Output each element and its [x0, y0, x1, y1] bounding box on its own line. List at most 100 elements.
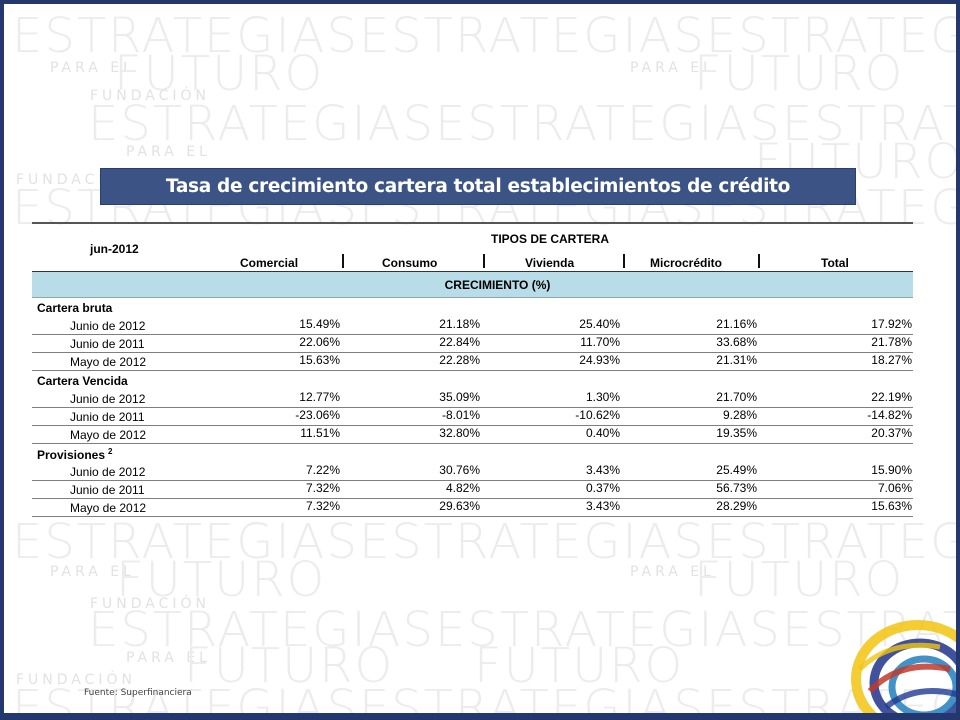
- watermark-text: ESTRATEGIASESTRATEGIASESTRATEGIAS: [12, 680, 960, 720]
- cell-comercial: 22.06%: [299, 335, 340, 349]
- col-header-comercial: Comercial: [240, 256, 299, 270]
- watermark-text: ESTRATEGIASESTRATEGIASESTRATEGIAS: [88, 602, 956, 658]
- header-rule: [32, 271, 913, 272]
- section-title-text: Cartera bruta: [37, 301, 113, 315]
- watermark-text: PARA EL: [630, 564, 715, 580]
- cell-comercial: 11.51%: [300, 426, 340, 440]
- cell-comercial: -23.06%: [295, 408, 340, 422]
- cell-microcredito: 9.28%: [722, 408, 757, 422]
- row-label: Junio de 2012: [70, 465, 146, 479]
- watermark-text: PARA EL: [630, 60, 715, 76]
- cell-comercial: 7.32%: [305, 499, 340, 513]
- row-rule: [32, 498, 913, 499]
- cell-total: 18.27%: [871, 353, 912, 367]
- cell-vivienda: 25.40%: [579, 317, 620, 331]
- cell-total: 15.63%: [871, 499, 912, 513]
- watermark-text: FUTURO: [116, 552, 327, 608]
- watermark-text: FUNDACIÓN: [90, 88, 211, 104]
- row-rule: [32, 516, 913, 517]
- cell-microcredito: 21.31%: [716, 353, 757, 367]
- col-separator: [623, 254, 625, 268]
- cell-vivienda: 3.43%: [585, 499, 620, 513]
- cell-vivienda: 0.40%: [585, 426, 620, 440]
- section-footnote-mark: 2: [108, 447, 113, 456]
- slide-title-bar: Tasa de crecimiento cartera total establ…: [100, 168, 856, 205]
- section-cartera-bruta: Cartera bruta: [32, 301, 913, 317]
- cell-consumo: 35.09%: [439, 390, 480, 404]
- row-rule: [32, 334, 913, 335]
- watermark-text: FUTURO: [694, 552, 905, 608]
- cell-microcredito: 56.73%: [716, 481, 757, 495]
- watermark-text: PARA EL: [50, 564, 135, 580]
- table-row: Junio de 2012 7.22% 30.76% 3.43% 25.49% …: [32, 463, 913, 481]
- row-rule: [32, 425, 913, 426]
- section-title-text: Provisiones: [37, 448, 106, 462]
- cell-vivienda: 0.37%: [585, 481, 620, 495]
- row-label: Junio de 2012: [70, 319, 146, 333]
- row-rule: [32, 352, 913, 353]
- table-date: jun-2012: [90, 242, 139, 256]
- cell-total: -14.82%: [867, 408, 912, 422]
- cell-microcredito: 19.35%: [716, 426, 757, 440]
- cell-total: 7.06%: [877, 481, 912, 495]
- cell-vivienda: 11.70%: [580, 335, 620, 349]
- cell-total: 20.37%: [871, 426, 912, 440]
- watermark-text: PARA EL: [126, 650, 211, 666]
- watermark-text: PARA EL: [50, 60, 135, 76]
- col-separator: [342, 254, 344, 268]
- table-row: Mayo de 2012 7.32% 29.63% 3.43% 28.29% 1…: [32, 499, 913, 517]
- row-label: Mayo de 2012: [70, 501, 147, 515]
- row-label: Junio de 2012: [70, 392, 146, 406]
- table-row: Junio de 2011 -23.06% -8.01% -10.62% 9.2…: [32, 408, 913, 426]
- watermark-text: PARA EL: [126, 144, 211, 160]
- cell-microcredito: 28.29%: [716, 499, 757, 513]
- cell-microcredito: 25.49%: [716, 463, 757, 477]
- fundacion-logo-icon: [851, 620, 956, 713]
- cell-microcredito: 21.70%: [716, 390, 757, 404]
- cell-microcredito: 21.16%: [716, 317, 757, 331]
- col-header-vivienda: Vivienda: [525, 256, 575, 270]
- cell-comercial: 12.77%: [299, 390, 340, 404]
- col-separator: [483, 254, 485, 268]
- row-label: Junio de 2011: [70, 483, 145, 497]
- growth-band: CRECIMIENTO (%): [32, 272, 913, 298]
- watermark-text: FUTURO: [114, 46, 325, 102]
- col-separator: [758, 254, 760, 268]
- watermark-text: ESTRATEGIASESTRATEGIASESTRATEGIAS: [12, 8, 960, 64]
- cell-total: 21.78%: [871, 335, 912, 349]
- cell-consumo: 22.84%: [439, 335, 480, 349]
- row-label: Junio de 2011: [70, 337, 145, 351]
- table-row: Junio de 2012 12.77% 35.09% 1.30% 21.70%…: [32, 390, 913, 408]
- watermark-text: ESTRATEGIASESTRATEGIASESTRATEGIAS: [88, 96, 956, 152]
- table-row: Junio de 2011 22.06% 22.84% 11.70% 33.68…: [32, 335, 913, 353]
- table-row: Mayo de 2012 11.51% 32.80% 0.40% 19.35% …: [32, 426, 913, 444]
- table-row: Mayo de 2012 15.63% 22.28% 24.93% 21.31%…: [32, 353, 913, 371]
- cell-vivienda: 1.30%: [585, 390, 620, 404]
- cell-total: 15.90%: [871, 463, 912, 477]
- section-title: Cartera bruta: [37, 301, 112, 315]
- section-title: Provisiones 2: [37, 447, 112, 462]
- cell-consumo: 30.76%: [439, 463, 480, 477]
- watermark-text: FUNDACIÓN: [90, 596, 211, 612]
- table-types-header: TIPOS DE CARTERA: [491, 232, 610, 246]
- table-row: Junio de 2012 15.49% 21.18% 25.40% 21.16…: [32, 317, 913, 335]
- section-title: Cartera Vencida: [37, 374, 128, 388]
- section-provisiones: Provisiones 2: [32, 447, 913, 463]
- slide-title: Tasa de crecimiento cartera total establ…: [165, 176, 791, 197]
- cell-microcredito: 33.68%: [716, 335, 757, 349]
- section-cartera-vencida: Cartera Vencida: [32, 374, 913, 390]
- watermark-text: FUTURO: [184, 638, 395, 694]
- row-label: Mayo de 2012: [70, 428, 147, 442]
- watermark-text: FUNDACIÓN: [16, 672, 137, 688]
- row-rule: [32, 370, 913, 371]
- watermark-text: ESTRATEGIASESTRATEGIASESTRATEGIAS: [12, 514, 960, 570]
- cell-comercial: 15.63%: [299, 353, 340, 367]
- cell-vivienda: -10.62%: [575, 408, 620, 422]
- cell-comercial: 7.32%: [305, 481, 340, 495]
- cell-consumo: -8.01%: [441, 408, 480, 422]
- cell-consumo: 32.80%: [439, 426, 480, 440]
- growth-table: jun-2012 TIPOS DE CARTERA Comercial Cons…: [32, 222, 913, 517]
- cell-vivienda: 24.93%: [579, 353, 620, 367]
- growth-band-label: CRECIMIENTO (%): [444, 277, 551, 292]
